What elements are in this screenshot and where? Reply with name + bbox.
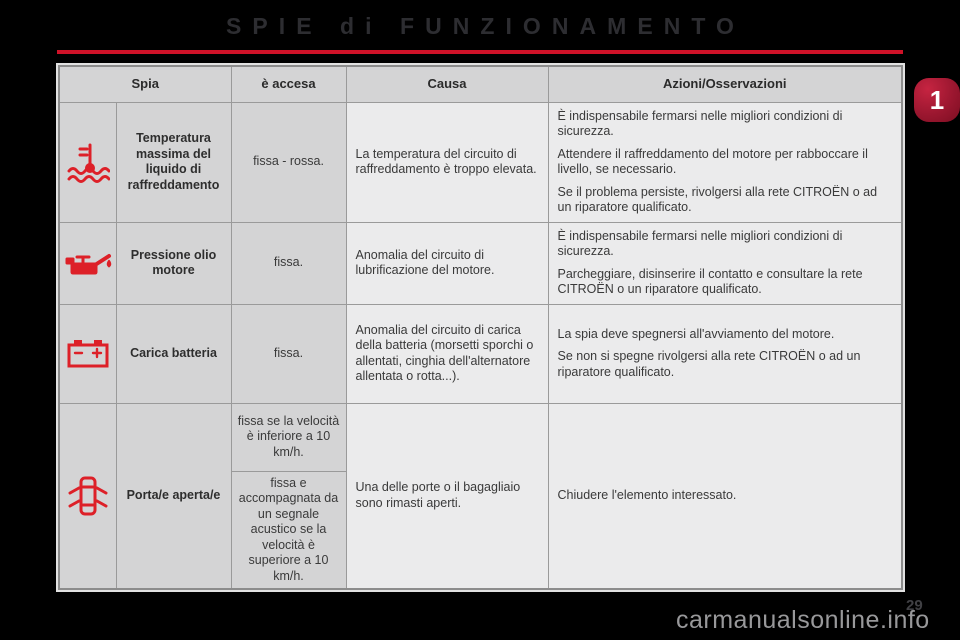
- battery-icon-cell: [58, 303, 117, 404]
- column-header-azioni: Azioni/Osservazioni: [547, 65, 903, 103]
- door-icon-cell: [58, 402, 117, 590]
- warning-state: fissa.: [230, 221, 347, 305]
- action-text: Se non si spegne rivolgersi alla rete CI…: [557, 349, 861, 379]
- warning-state-low-speed: fissa se la velocità è inferiore a 10 km…: [230, 402, 347, 472]
- table-row-coolant-temperature: Temperatura massima del liquido di raffr…: [58, 101, 903, 223]
- warning-state: fissa.: [230, 303, 347, 404]
- cause-text: Anomalia del circuito di carica della ba…: [355, 322, 534, 384]
- warning-state: fissa - rossa.: [230, 101, 347, 223]
- page-number: 29: [906, 597, 923, 614]
- column-header-accesa: è accesa: [230, 65, 347, 103]
- action-text: Parcheggiare, disinserire il contatto e …: [557, 266, 863, 297]
- coolant-temperature-icon: [67, 143, 110, 183]
- warning-actions: La spia deve spegnersi all'avviamento de…: [547, 303, 903, 404]
- battery-charge-icon: [67, 339, 109, 367]
- column-header-spia: Spia: [58, 65, 232, 103]
- warning-name: Pressione olio motore: [115, 221, 232, 305]
- column-header-causa: Causa: [345, 65, 549, 103]
- action-text: È indispensabile fermarsi nelle migliori…: [557, 228, 843, 259]
- title-underline-rule: [57, 50, 903, 54]
- chapter-number-badge: 1: [914, 78, 960, 122]
- action-text: Se il problema persiste, rivolgersi alla…: [557, 184, 878, 215]
- action-text: È indispensabile fermarsi nelle migliori…: [557, 108, 843, 139]
- table-row-door-open-high-speed: fissa e accompagnata da un segnale acust…: [59, 470, 902, 590]
- warning-cause: Anomalia del circuito di carica della ba…: [345, 303, 549, 404]
- warning-actions: Chiudere l'elemento interessato.: [547, 402, 903, 590]
- table-header-row: Spia è accesa Causa Azioni/Osservazioni: [58, 65, 903, 103]
- oil-pressure-icon: [65, 254, 111, 275]
- table-row-battery-charge: Carica batteria fissa. Anomalia del circ…: [58, 303, 903, 404]
- warning-cause: Una delle porte o il bagagliaio sono rim…: [345, 402, 549, 590]
- page-title: SPIE di FUNZIONAMENTO: [226, 13, 745, 39]
- oil-icon-cell: [58, 221, 117, 305]
- action-text: Attendere il raffreddamento del motore p…: [557, 146, 868, 177]
- warning-actions: È indispensabile fermarsi nelle migliori…: [547, 221, 903, 305]
- cause-text: Una delle porte o il bagagliaio sono rim…: [355, 480, 521, 510]
- warning-state-high-speed: fissa e accompagnata da un segnale acust…: [230, 470, 347, 590]
- warning-lights-table: Spia è accesa Causa Azioni/Osservazioni: [58, 65, 903, 590]
- warning-cause: Anomalia del circuito di lubrificazione …: [345, 221, 549, 305]
- warning-lights-table-container: Spia è accesa Causa Azioni/Osservazioni: [58, 65, 903, 590]
- table-row-oil-pressure: Pressione olio motore fissa. Anomalia de…: [58, 221, 903, 305]
- cause-text: Anomalia del circuito di lubrificazione …: [355, 247, 495, 278]
- warning-name: Porta/e aperta/e: [115, 402, 232, 590]
- action-text: Chiudere l'elemento interessato.: [557, 488, 737, 502]
- action-text: La spia deve spegnersi all'avviamento de…: [557, 326, 835, 341]
- warning-cause: La temperatura del circuito di raffredda…: [345, 101, 549, 223]
- door-open-icon: [68, 476, 108, 516]
- warning-name: Carica batteria: [115, 303, 232, 404]
- warning-actions: È indispensabile fermarsi nelle migliori…: [547, 101, 903, 223]
- cause-text: La temperatura del circuito di raffredda…: [355, 146, 537, 177]
- warning-name: Temperatura massima del liquido di raffr…: [115, 101, 232, 223]
- table-row-door-open: Porta/e aperta/e fissa se la velocità è …: [58, 402, 903, 590]
- watermark-text: carmanualsonline.info: [676, 606, 930, 634]
- coolant-icon-cell: [58, 101, 117, 223]
